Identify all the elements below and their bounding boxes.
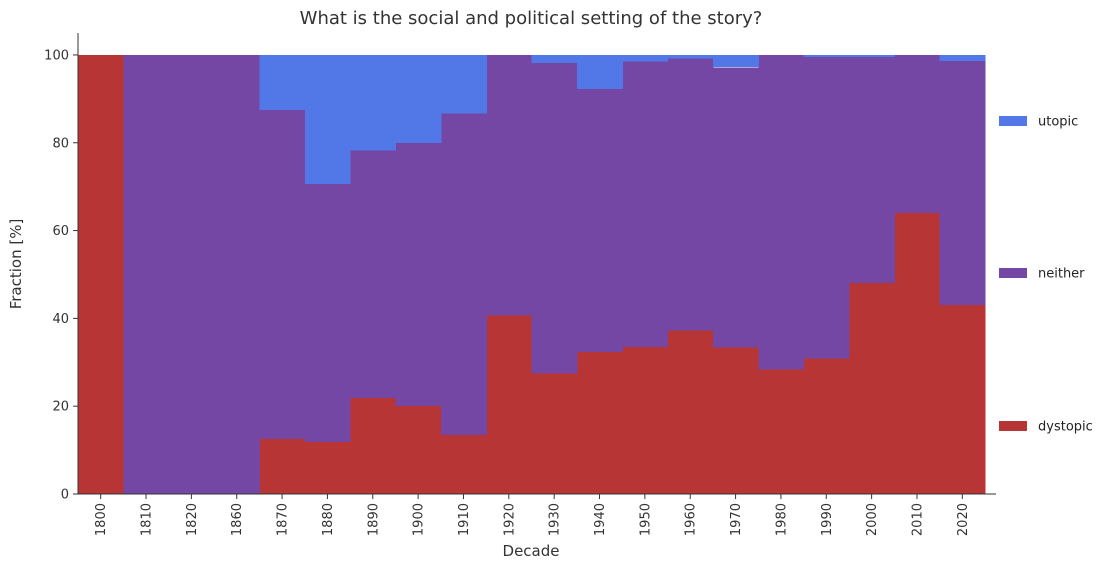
legend-label: neither xyxy=(1038,267,1085,282)
y-tick-label: 100 xyxy=(44,48,69,63)
bar-dystopic-1950 xyxy=(622,346,669,494)
bar-utopic-1870 xyxy=(259,54,306,110)
bar-utopic-1890 xyxy=(350,54,397,151)
bar-utopic-1880 xyxy=(304,54,351,185)
bar-dystopic-1900 xyxy=(395,406,442,494)
legend-swatch xyxy=(999,116,1027,126)
bar-utopic-2000 xyxy=(848,54,895,58)
series-utopic xyxy=(259,54,986,185)
x-axis: 1800 1810 1820 1860 1870 1880 1890 1900 1910 1920… xyxy=(78,493,996,536)
x-tick-label: 2020 xyxy=(956,503,971,536)
x-tick-label: 1930 xyxy=(548,503,563,536)
bar-dystopic-1960 xyxy=(667,330,714,494)
series-dystopic xyxy=(78,54,986,494)
bar-dystopic-1930 xyxy=(531,373,578,494)
bar-dystopic-1880 xyxy=(304,442,351,494)
bar-neither-1870 xyxy=(259,109,306,440)
bar-neither-2000 xyxy=(848,57,895,283)
bar-dystopic-1870 xyxy=(259,439,306,494)
x-tick-label: 1920 xyxy=(502,503,517,536)
x-tick-label: 1810 xyxy=(140,503,155,536)
x-tick-label: 1910 xyxy=(457,503,472,536)
x-axis-label: Decade xyxy=(503,542,560,560)
bar-dystopic-1920 xyxy=(486,315,533,494)
y-tick-label: 60 xyxy=(52,224,69,239)
bar-utopic-1930 xyxy=(531,54,578,63)
bar-neither-1940 xyxy=(576,88,623,353)
y-tick-label: 20 xyxy=(52,400,69,415)
bar-dystopic-2000 xyxy=(848,282,895,494)
legend: utopic neither dystopic xyxy=(999,115,1093,435)
bar-utopic-1910 xyxy=(440,54,487,114)
legend-item-neither: neither xyxy=(999,267,1085,282)
bar-neither-1920 xyxy=(486,54,533,316)
bar-neither-1810 xyxy=(123,54,170,494)
x-tick-label: 2010 xyxy=(910,503,925,536)
bar-dystopic-1910 xyxy=(440,435,487,494)
bar-neither-2020 xyxy=(939,61,986,305)
x-tick-label: 1990 xyxy=(820,503,835,536)
x-tick-label: 1880 xyxy=(321,503,336,536)
bar-utopic-1970 xyxy=(712,54,759,68)
bar-dystopic-1990 xyxy=(803,358,850,494)
legend-swatch xyxy=(999,268,1027,278)
x-tick-label: 1900 xyxy=(412,503,427,536)
x-tick-label: 1870 xyxy=(276,503,291,536)
y-axis: 0 20 40 60 80 100 xyxy=(44,33,79,503)
bar-neither-1860 xyxy=(214,54,260,494)
y-tick-label: 80 xyxy=(52,136,69,151)
bar-neither-2010 xyxy=(894,54,941,214)
bar-dystopic-1890 xyxy=(350,397,397,494)
x-tick-label: 1860 xyxy=(230,503,245,536)
legend-item-dystopic: dystopic xyxy=(999,420,1093,435)
bar-dystopic-2010 xyxy=(894,213,941,494)
x-tick-label: 1940 xyxy=(593,503,608,536)
bar-neither-1960 xyxy=(667,58,714,331)
bar-neither-1890 xyxy=(350,150,397,398)
bar-dystopic-1970 xyxy=(712,347,759,494)
x-tick-label: 2000 xyxy=(865,503,880,536)
bar-dystopic-1940 xyxy=(576,352,623,494)
y-axis-label: Fraction [%] xyxy=(7,219,25,310)
legend-item-utopic: utopic xyxy=(999,115,1078,130)
legend-swatch xyxy=(999,421,1027,431)
bar-dystopic-2020 xyxy=(939,304,986,494)
bar-utopic-1940 xyxy=(576,54,623,89)
bar-utopic-1990 xyxy=(803,54,850,58)
bar-dystopic-1980 xyxy=(758,369,805,494)
x-tick-label: 1980 xyxy=(774,503,789,536)
x-tick-label: 1890 xyxy=(366,503,381,536)
bar-neither-1990 xyxy=(803,57,850,359)
bar-utopic-1900 xyxy=(395,54,442,143)
bar-dystopic-1800 xyxy=(78,54,124,494)
plot-area xyxy=(78,54,986,494)
x-tick-label: 1800 xyxy=(94,503,109,536)
bar-neither-1930 xyxy=(531,62,578,374)
bar-neither-1970 xyxy=(712,67,759,348)
y-tick-label: 40 xyxy=(52,312,69,327)
x-tick-label: 1970 xyxy=(729,503,744,536)
y-tick-label: 0 xyxy=(61,488,69,503)
chart-title: What is the social and political setting… xyxy=(300,8,763,29)
legend-label: dystopic xyxy=(1038,420,1093,435)
bar-neither-1880 xyxy=(304,184,351,443)
bar-utopic-1950 xyxy=(622,54,669,62)
x-tick-label: 1960 xyxy=(684,503,699,536)
bar-utopic-1960 xyxy=(667,54,714,59)
bar-neither-1950 xyxy=(622,61,669,347)
x-tick-label: 1950 xyxy=(638,503,653,536)
bar-neither-1820 xyxy=(168,54,215,494)
x-tick-label: 1820 xyxy=(185,503,200,536)
bar-neither-1980 xyxy=(758,54,805,370)
bar-neither-1910 xyxy=(440,113,487,436)
bar-neither-1900 xyxy=(395,142,442,407)
series-neither xyxy=(123,54,986,494)
bar-utopic-2020 xyxy=(939,54,986,62)
legend-label: utopic xyxy=(1038,115,1078,130)
